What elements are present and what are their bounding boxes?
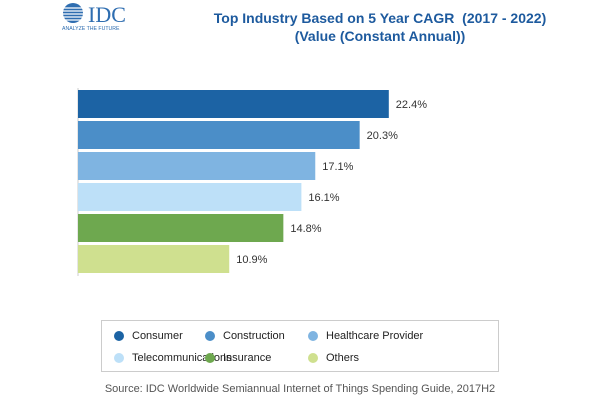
globe-icon — [63, 3, 83, 23]
legend-swatch — [308, 353, 318, 363]
legend-item: Consumer — [114, 329, 183, 343]
data-label: 22.4% — [396, 99, 427, 111]
legend-label: Consumer — [132, 330, 183, 342]
legend-swatch — [205, 353, 215, 363]
legend-swatch — [114, 353, 124, 363]
data-label: 20.3% — [367, 130, 398, 142]
bar-consumer — [78, 90, 389, 118]
source-note: Source: IDC Worldwide Semiannual Interne… — [104, 383, 496, 395]
chart-legend: Consumer Construction Healthcare Provider T… — [101, 320, 499, 372]
data-label: 17.1% — [322, 161, 353, 173]
legend-item: Healthcare Provider — [308, 329, 423, 343]
bar-others — [78, 245, 230, 273]
bar-construction — [78, 121, 360, 149]
legend-item: Insurance — [205, 351, 271, 365]
idc-logo: IDC ANALYZE THE FUTURE — [62, 2, 126, 32]
legend-label: Insurance — [223, 352, 272, 364]
bar-telecommunications — [78, 183, 302, 211]
legend-item: Others — [308, 351, 359, 365]
data-label: 14.8% — [290, 223, 321, 235]
legend-label: Others — [326, 352, 360, 364]
legend-label: Healthcare Provider — [326, 330, 424, 342]
chart-title: Top Industry Based on 5 Year CAGR (2017 … — [170, 9, 590, 45]
chart-title-line-1: Top Industry Based on 5 Year CAGR (2017 … — [213, 10, 547, 26]
logo-tagline: ANALYZE THE FUTURE — [62, 26, 120, 32]
legend-swatch — [308, 331, 318, 341]
logo-brand: IDC — [88, 2, 126, 27]
data-label: 10.9% — [236, 254, 267, 266]
bar-chart: 22.4% 20.3% 17.1% 16.1% 14.8% 10.9% — [77, 88, 427, 276]
legend-item: Construction — [205, 329, 285, 343]
bar-healthcare-provider — [78, 152, 316, 180]
legend-swatch — [114, 331, 124, 341]
data-label: 16.1% — [308, 192, 339, 204]
chart-title-line-2: (Value (Constant Annual)) — [294, 28, 466, 44]
bar-insurance — [78, 214, 284, 242]
legend-label: Construction — [223, 330, 285, 342]
legend-swatch — [205, 331, 215, 341]
